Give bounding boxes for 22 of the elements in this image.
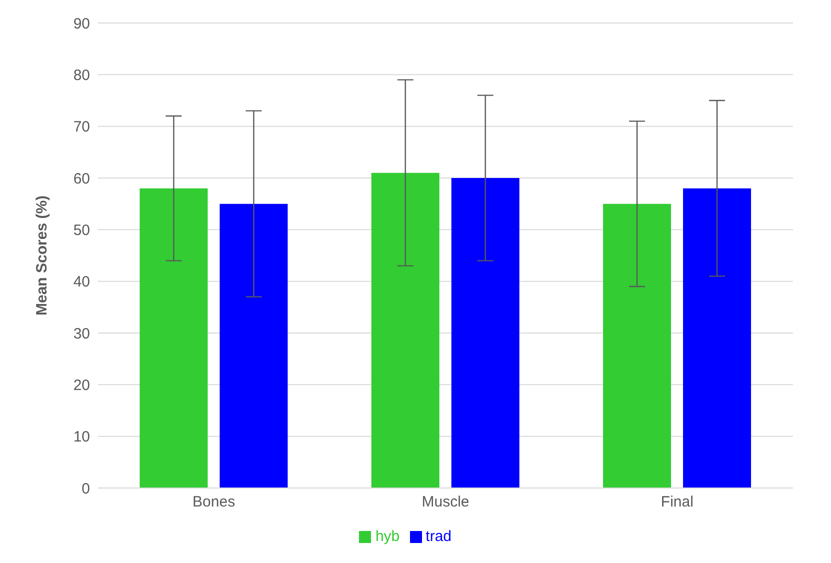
legend-label: trad [426,528,452,545]
bar [140,188,208,488]
bar [371,172,440,488]
y-axis-title: Mean Scores (%) [33,195,50,316]
x-tick-label: Muscle [422,494,470,511]
x-tick-label: Final [660,494,694,511]
y-tick-label: 40 [73,274,90,291]
bar [451,178,520,488]
y-tick-label: 30 [73,325,90,342]
bar [603,204,672,488]
legend-label: hyb [375,528,400,545]
y-tick-label: 80 [73,66,90,84]
y-tick-label: 10 [73,428,90,446]
y-tick-label: 70 [73,118,90,136]
y-tick-label: 90 [73,15,90,32]
y-tick-label: 20 [73,376,90,394]
x-tick-label: Bones [192,494,236,511]
y-tick-label: 50 [73,222,90,239]
y-tick-label: 60 [73,170,90,188]
y-tick-label: 0 [82,480,90,498]
bar [220,204,288,488]
bar [683,188,752,488]
